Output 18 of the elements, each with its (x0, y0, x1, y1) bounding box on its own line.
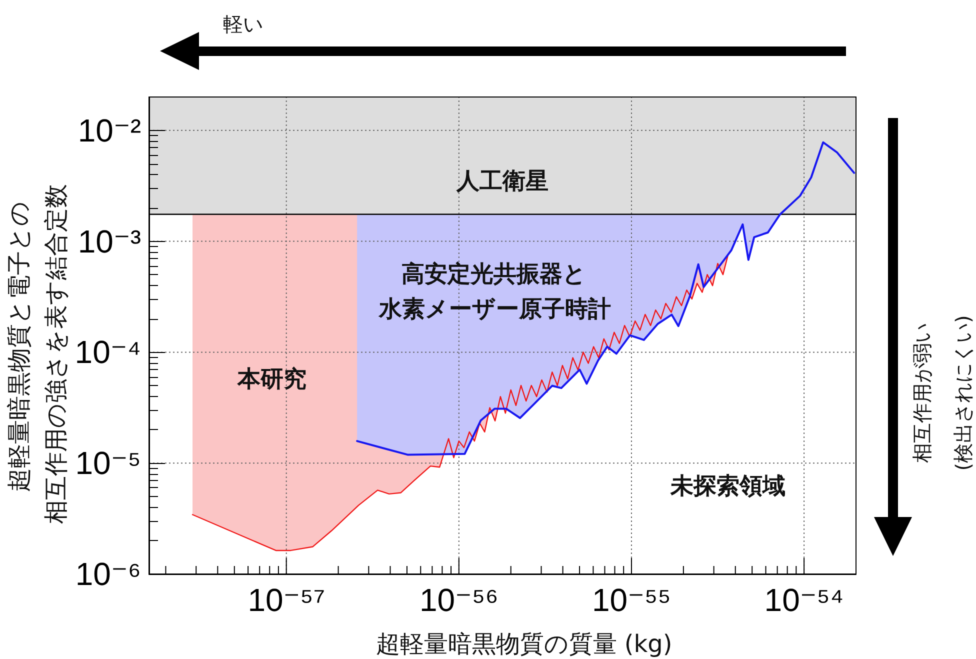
y-axis-title: 超軽量暗黒物質と電子との相互作用の強さを表す結合定数 (4, 184, 71, 524)
text: 軽い (223, 12, 263, 36)
x-tick-label: 10⁻⁵⁴ (764, 582, 844, 618)
y-tick-label: 10⁻⁶ (75, 556, 141, 592)
y-tick-label: 10⁻⁴ (74, 334, 141, 370)
band-label: 人工衛星 (456, 168, 548, 194)
x-tick-label: 10⁻⁵⁷ (248, 582, 326, 618)
y-tick-label: 10⁻³ (78, 223, 142, 260)
x-tick-label: 10⁻⁵⁵ (592, 582, 671, 618)
annotation: 本研究 (238, 366, 306, 394)
x-tick-label: 10⁻⁵⁶ (419, 582, 498, 618)
x-axis-title: 超軽量暗黒物質の質量 (kg) (376, 630, 672, 658)
y-tick-label: 10⁻² (78, 112, 142, 148)
annotation: 水素メーザー原子時計 (379, 296, 611, 324)
text: 相互作用が弱い (検出されにくい) (909, 315, 976, 471)
annotation: 未探索領域 (670, 474, 786, 500)
annotation: 高安定光共振器と (402, 262, 586, 288)
y-tick-label: 10⁻⁵ (75, 445, 141, 482)
